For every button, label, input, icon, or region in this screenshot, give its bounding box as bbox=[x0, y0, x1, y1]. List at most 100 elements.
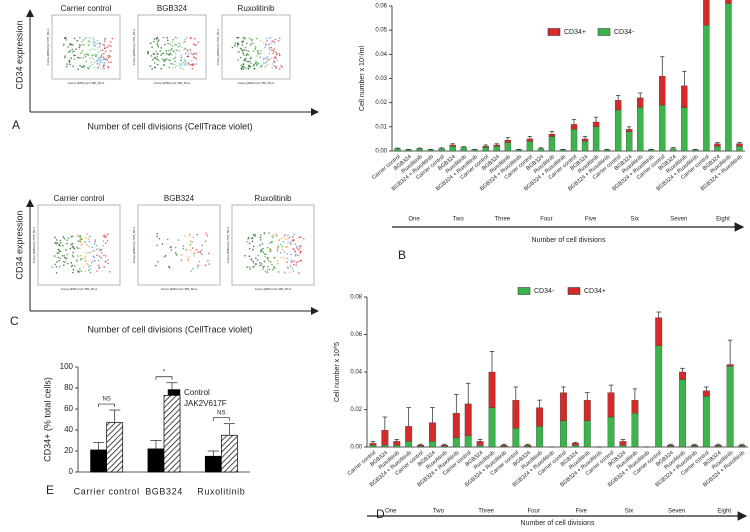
event-dot bbox=[170, 62, 173, 65]
bar-segment bbox=[592, 126, 600, 152]
event-dot bbox=[98, 63, 101, 66]
event-dot bbox=[278, 53, 281, 55]
group-label: Seven bbox=[670, 217, 687, 223]
event-dot bbox=[90, 261, 93, 264]
group-label: Three bbox=[478, 509, 494, 515]
plot-x-axis: Comp-[405nm]-F 450_50-A bbox=[68, 81, 105, 85]
event-dot bbox=[82, 66, 84, 68]
event-dot bbox=[84, 255, 87, 258]
event-dot bbox=[286, 253, 288, 255]
event-dot bbox=[247, 237, 249, 240]
event-dot bbox=[99, 50, 101, 52]
event-dot bbox=[62, 244, 64, 247]
event-dot bbox=[80, 244, 83, 246]
event-dot bbox=[103, 236, 106, 239]
event-dot bbox=[270, 42, 273, 44]
event-dot bbox=[182, 245, 185, 247]
significance-label: NS bbox=[102, 397, 110, 403]
y-tick-label: 0.00 bbox=[350, 445, 362, 451]
y-tick-label: 0.02 bbox=[350, 407, 362, 413]
event-dot bbox=[103, 67, 105, 70]
event-dot bbox=[271, 63, 274, 65]
event-dot bbox=[159, 50, 162, 52]
event-dot bbox=[248, 242, 251, 245]
event-dot bbox=[252, 42, 255, 45]
event-dot bbox=[65, 65, 68, 68]
event-dot bbox=[246, 49, 248, 52]
group-label: Five bbox=[585, 217, 597, 223]
y-axis-label: CD34 expression bbox=[14, 20, 24, 89]
event-dot bbox=[268, 242, 271, 244]
event-dot bbox=[199, 251, 202, 254]
event-dot bbox=[105, 235, 108, 238]
event-dot bbox=[250, 258, 253, 261]
event-dot bbox=[266, 271, 269, 274]
event-dot bbox=[175, 65, 177, 67]
event-dot bbox=[160, 53, 163, 55]
bar-segment bbox=[464, 435, 472, 448]
event-dot bbox=[147, 53, 149, 55]
bar-segment bbox=[512, 399, 520, 429]
event-dot bbox=[78, 43, 81, 46]
event-dot bbox=[70, 265, 73, 268]
event-dot bbox=[278, 239, 280, 242]
y-axis-label: CD34+ (% total cells) bbox=[42, 377, 52, 462]
event-dot bbox=[103, 58, 105, 61]
event-dot bbox=[160, 54, 162, 57]
event-dot bbox=[253, 63, 256, 66]
bar-segment bbox=[429, 422, 436, 442]
event-dot bbox=[253, 67, 255, 70]
event-dot bbox=[281, 245, 284, 248]
event-dot bbox=[252, 65, 255, 67]
y-tick-label: 100 bbox=[60, 362, 74, 371]
plot-title: Carrier control bbox=[54, 194, 105, 203]
event-dot bbox=[155, 37, 158, 39]
event-dot bbox=[190, 270, 193, 272]
event-dot bbox=[88, 37, 91, 40]
event-dot bbox=[58, 252, 60, 254]
event-dot bbox=[160, 68, 162, 70]
group-label: Eight bbox=[716, 217, 730, 223]
event-dot bbox=[88, 235, 91, 237]
event-dot bbox=[270, 249, 273, 252]
event-dot bbox=[59, 257, 62, 260]
bar-segment bbox=[659, 75, 666, 106]
event-dot bbox=[99, 68, 102, 70]
event-dot bbox=[295, 261, 298, 264]
bar-segment bbox=[493, 144, 500, 147]
event-dot bbox=[57, 256, 59, 259]
event-dot bbox=[79, 36, 81, 39]
event-dot bbox=[276, 53, 278, 56]
plot-frame bbox=[37, 204, 121, 286]
y-tick-label: 0.00 bbox=[375, 149, 387, 155]
event-dot bbox=[157, 63, 159, 66]
event-dot bbox=[70, 243, 72, 246]
event-dot bbox=[247, 50, 250, 53]
bar-segment bbox=[625, 129, 633, 132]
event-dot bbox=[107, 65, 109, 68]
event-dot bbox=[172, 57, 175, 60]
group-label: Six bbox=[625, 509, 633, 515]
bar-segment bbox=[637, 107, 644, 152]
event-dot bbox=[96, 244, 98, 247]
event-dot bbox=[73, 50, 75, 53]
bar-segment bbox=[449, 144, 456, 147]
bar-segment bbox=[452, 413, 460, 438]
event-dot bbox=[292, 260, 294, 263]
event-dot bbox=[242, 63, 245, 66]
event-dot bbox=[279, 54, 281, 57]
event-dot bbox=[255, 257, 257, 260]
event-dot bbox=[162, 52, 164, 55]
legend-label: CD34+ bbox=[564, 29, 586, 36]
event-dot bbox=[95, 248, 98, 251]
event-dot bbox=[285, 246, 287, 249]
event-dot bbox=[269, 250, 271, 253]
event-dot bbox=[156, 233, 159, 235]
event-dot bbox=[302, 237, 305, 240]
bar-segment bbox=[736, 146, 743, 152]
event-dot bbox=[262, 59, 265, 61]
event-dot bbox=[96, 254, 98, 257]
event-dot bbox=[61, 254, 64, 257]
event-dot bbox=[106, 55, 109, 57]
event-dot bbox=[268, 58, 270, 61]
